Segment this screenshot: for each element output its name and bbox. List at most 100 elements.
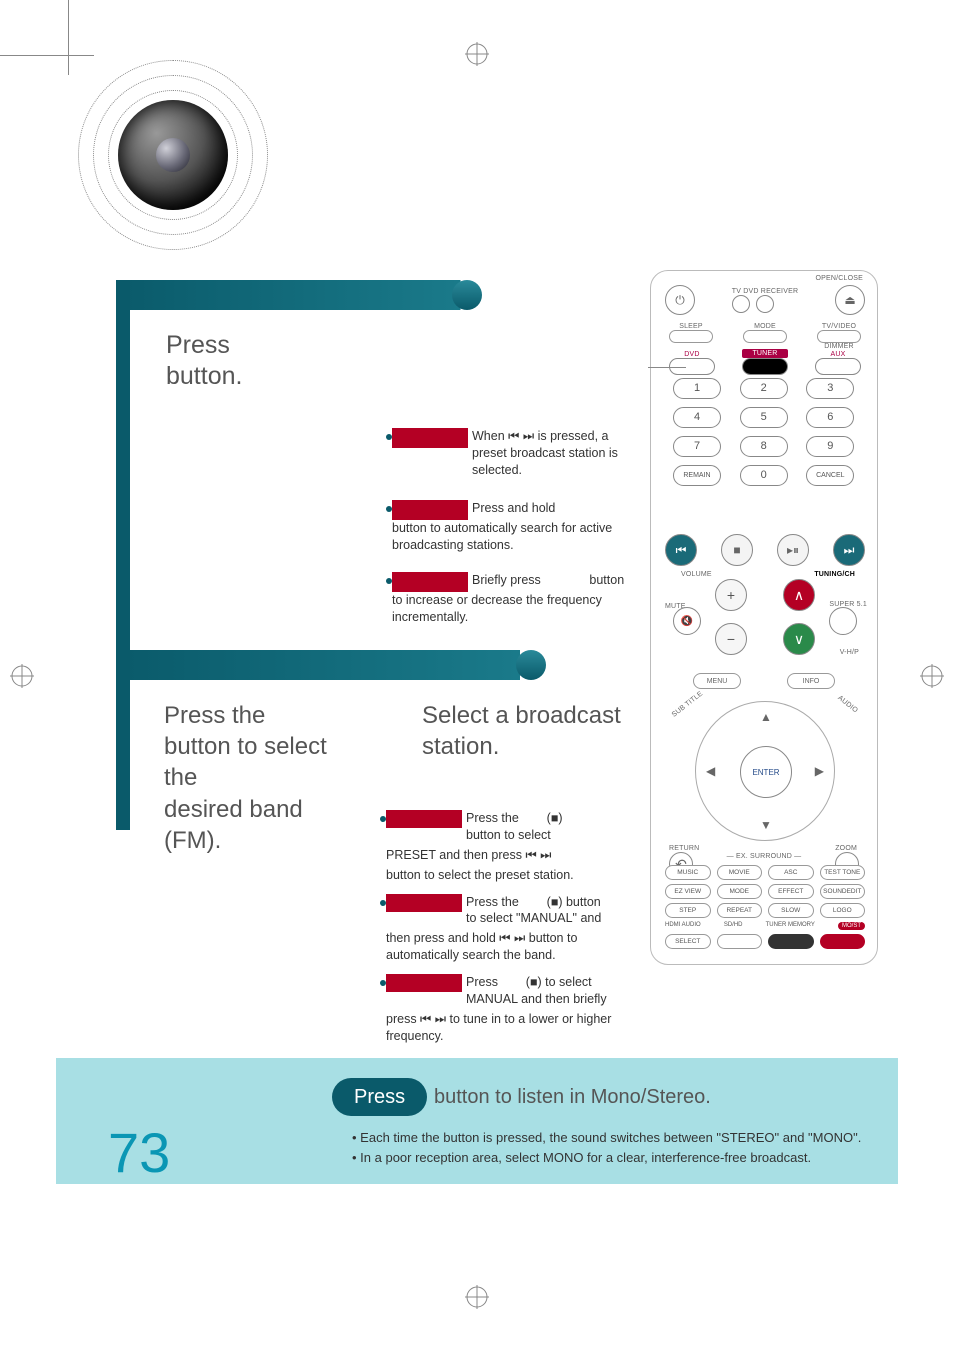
- tv-dvd-label: TV DVD RECEIVER: [732, 288, 798, 295]
- crop-mark-left: [10, 664, 34, 688]
- mode-button[interactable]: [743, 330, 787, 343]
- repeat-button[interactable]: REPEAT: [717, 903, 763, 918]
- bullet-1: Each time the button is pressed, the sou…: [352, 1128, 861, 1148]
- info-button[interactable]: INFO: [787, 673, 835, 689]
- super51-button[interactable]: [829, 607, 857, 635]
- section2-info: Press the (■) button to select PRESET an…: [386, 810, 644, 1055]
- step-button[interactable]: STEP: [665, 903, 711, 918]
- num-5[interactable]: 5: [740, 407, 788, 428]
- aux-src-label: AUX: [815, 351, 861, 358]
- manual-after: button: [589, 573, 624, 587]
- eject-button[interactable]: ⏏: [835, 285, 865, 315]
- select-button[interactable]: SELECT: [665, 934, 711, 949]
- remote-top-row: ⏻ TV DVD RECEIVER ⏏: [665, 285, 865, 315]
- info-preset: When ⏮ ⏭ is pressed, a preset broadcast …: [392, 428, 642, 488]
- crop-corner-v: [68, 0, 69, 75]
- mute-button[interactable]: 🔇: [673, 607, 701, 635]
- step1-title-l1: Press: [166, 331, 230, 359]
- dvd-toggle[interactable]: [756, 295, 774, 313]
- tuner-src-button[interactable]: [742, 358, 788, 375]
- enter-button[interactable]: ENTER: [740, 746, 792, 798]
- remote-control: OPEN/CLOSE ⏻ TV DVD RECEIVER ⏏ SLEEP MOD…: [650, 270, 878, 965]
- bottom-grid: MUSIC MOVIE ASC TEST TONE EZ VIEW MODE E…: [665, 865, 865, 949]
- num-1[interactable]: 1: [673, 378, 721, 399]
- dvd-src-label: DVD: [669, 351, 715, 358]
- section-main-unit: Press the button to select the desired b…: [116, 650, 646, 1050]
- num-9[interactable]: 9: [806, 436, 854, 457]
- p-l4: button to select the preset station.: [386, 867, 644, 884]
- aux-src-button[interactable]: [815, 358, 861, 375]
- sleep-label: SLEEP: [669, 323, 713, 330]
- music-button[interactable]: MUSIC: [665, 865, 711, 880]
- s2a-l1: Press the: [164, 702, 265, 729]
- step1-box: Press button.: [136, 320, 396, 401]
- movie-button[interactable]: MOVIE: [717, 865, 763, 880]
- m-l1: Press: [466, 975, 498, 989]
- step2b: Select a broadcast station.: [394, 690, 624, 762]
- prev-button[interactable]: ⏮: [665, 534, 697, 566]
- remain-button[interactable]: REMAIN: [673, 465, 721, 486]
- mode-row: SLEEP MODE TV/VIDEODIMMER: [669, 323, 861, 350]
- a-l2: to select "MANUAL" and: [466, 910, 644, 927]
- soundedit-button[interactable]: SOUNDEDIT: [820, 884, 866, 899]
- link-tuner: [648, 367, 686, 368]
- source-row: DVD TUNER AUX: [669, 349, 861, 375]
- pleffect-button[interactable]: EFFECT: [768, 884, 814, 899]
- tv-toggle[interactable]: [732, 295, 750, 313]
- next-button[interactable]: ⏭: [833, 534, 865, 566]
- power-button[interactable]: ⏻: [665, 285, 695, 315]
- cancel-button[interactable]: CANCEL: [806, 465, 854, 486]
- section1-info: When ⏮ ⏭ is pressed, a preset broadcast …: [392, 428, 642, 644]
- s2-manual: Press (■) to select MANUAL and then brie…: [386, 974, 644, 1045]
- manual-l: Briefly press: [472, 573, 541, 587]
- dpad-up[interactable]: ▲: [760, 710, 772, 724]
- num-4[interactable]: 4: [673, 407, 721, 428]
- bullet-2: In a poor reception area, select MONO fo…: [352, 1148, 861, 1168]
- logo-button[interactable]: LOGO: [820, 903, 866, 918]
- testtone-button[interactable]: TEST TONE: [820, 865, 866, 880]
- tune-down-button[interactable]: ∨: [783, 623, 815, 655]
- num-7[interactable]: 7: [673, 436, 721, 457]
- stop-button[interactable]: ■: [721, 534, 753, 566]
- band-bullets: Each time the button is pressed, the sou…: [352, 1128, 861, 1168]
- num-0[interactable]: 0: [740, 465, 788, 486]
- crop-mark-right: [920, 664, 944, 688]
- play-pause-button[interactable]: ▸⏸: [777, 534, 809, 566]
- vol-down-button[interactable]: −: [715, 623, 747, 655]
- plmode-button[interactable]: MODE: [717, 884, 763, 899]
- mono-stereo-band: Press button to listen in Mono/Stereo. E…: [56, 1058, 898, 1184]
- crop-corner-h: [0, 55, 94, 56]
- dpad-down[interactable]: ▼: [760, 818, 772, 832]
- info-manual: Briefly press button to increase or decr…: [392, 572, 642, 632]
- step1-title-l2: button.: [166, 362, 242, 390]
- menu-button[interactable]: MENU: [693, 673, 741, 689]
- vol-up-button[interactable]: +: [715, 579, 747, 611]
- a-l1: Press the: [466, 895, 519, 909]
- ex-surround-label: — EX. SURROUND —: [651, 853, 877, 860]
- s2-auto: Press the (■) button to select "MANUAL" …: [386, 894, 644, 965]
- tune-up-button[interactable]: ∧: [783, 579, 815, 611]
- most-button[interactable]: [820, 934, 866, 949]
- volume-label: VOLUME: [681, 571, 712, 578]
- sleep-button[interactable]: [669, 330, 713, 343]
- tunermem-button[interactable]: [768, 934, 814, 949]
- m-l2: MANUAL and then briefly: [466, 991, 644, 1008]
- auto-label: Press and hold: [472, 501, 555, 515]
- sdhd-button[interactable]: [717, 934, 763, 949]
- return-label: RETURN: [669, 845, 699, 852]
- num-3[interactable]: 3: [806, 378, 854, 399]
- asc-button[interactable]: ASC: [768, 865, 814, 880]
- ezview-button[interactable]: EZ VIEW: [665, 884, 711, 899]
- section-rail: [116, 280, 130, 650]
- tuning-label: TUNING/CH: [814, 571, 855, 578]
- slow-button[interactable]: SLOW: [768, 903, 814, 918]
- hdmi-label: HDMI AUDIO: [665, 922, 701, 930]
- s2-preset: Press the (■) button to select PRESET an…: [386, 810, 644, 884]
- dpad: ▲ ▼ ◀ ▶ ENTER: [695, 701, 835, 841]
- tvvideo-button[interactable]: [817, 330, 861, 343]
- dpad-right[interactable]: ▶: [815, 764, 824, 778]
- num-2[interactable]: 2: [740, 378, 788, 399]
- num-6[interactable]: 6: [806, 407, 854, 428]
- dpad-left[interactable]: ◀: [706, 764, 715, 778]
- num-8[interactable]: 8: [740, 436, 788, 457]
